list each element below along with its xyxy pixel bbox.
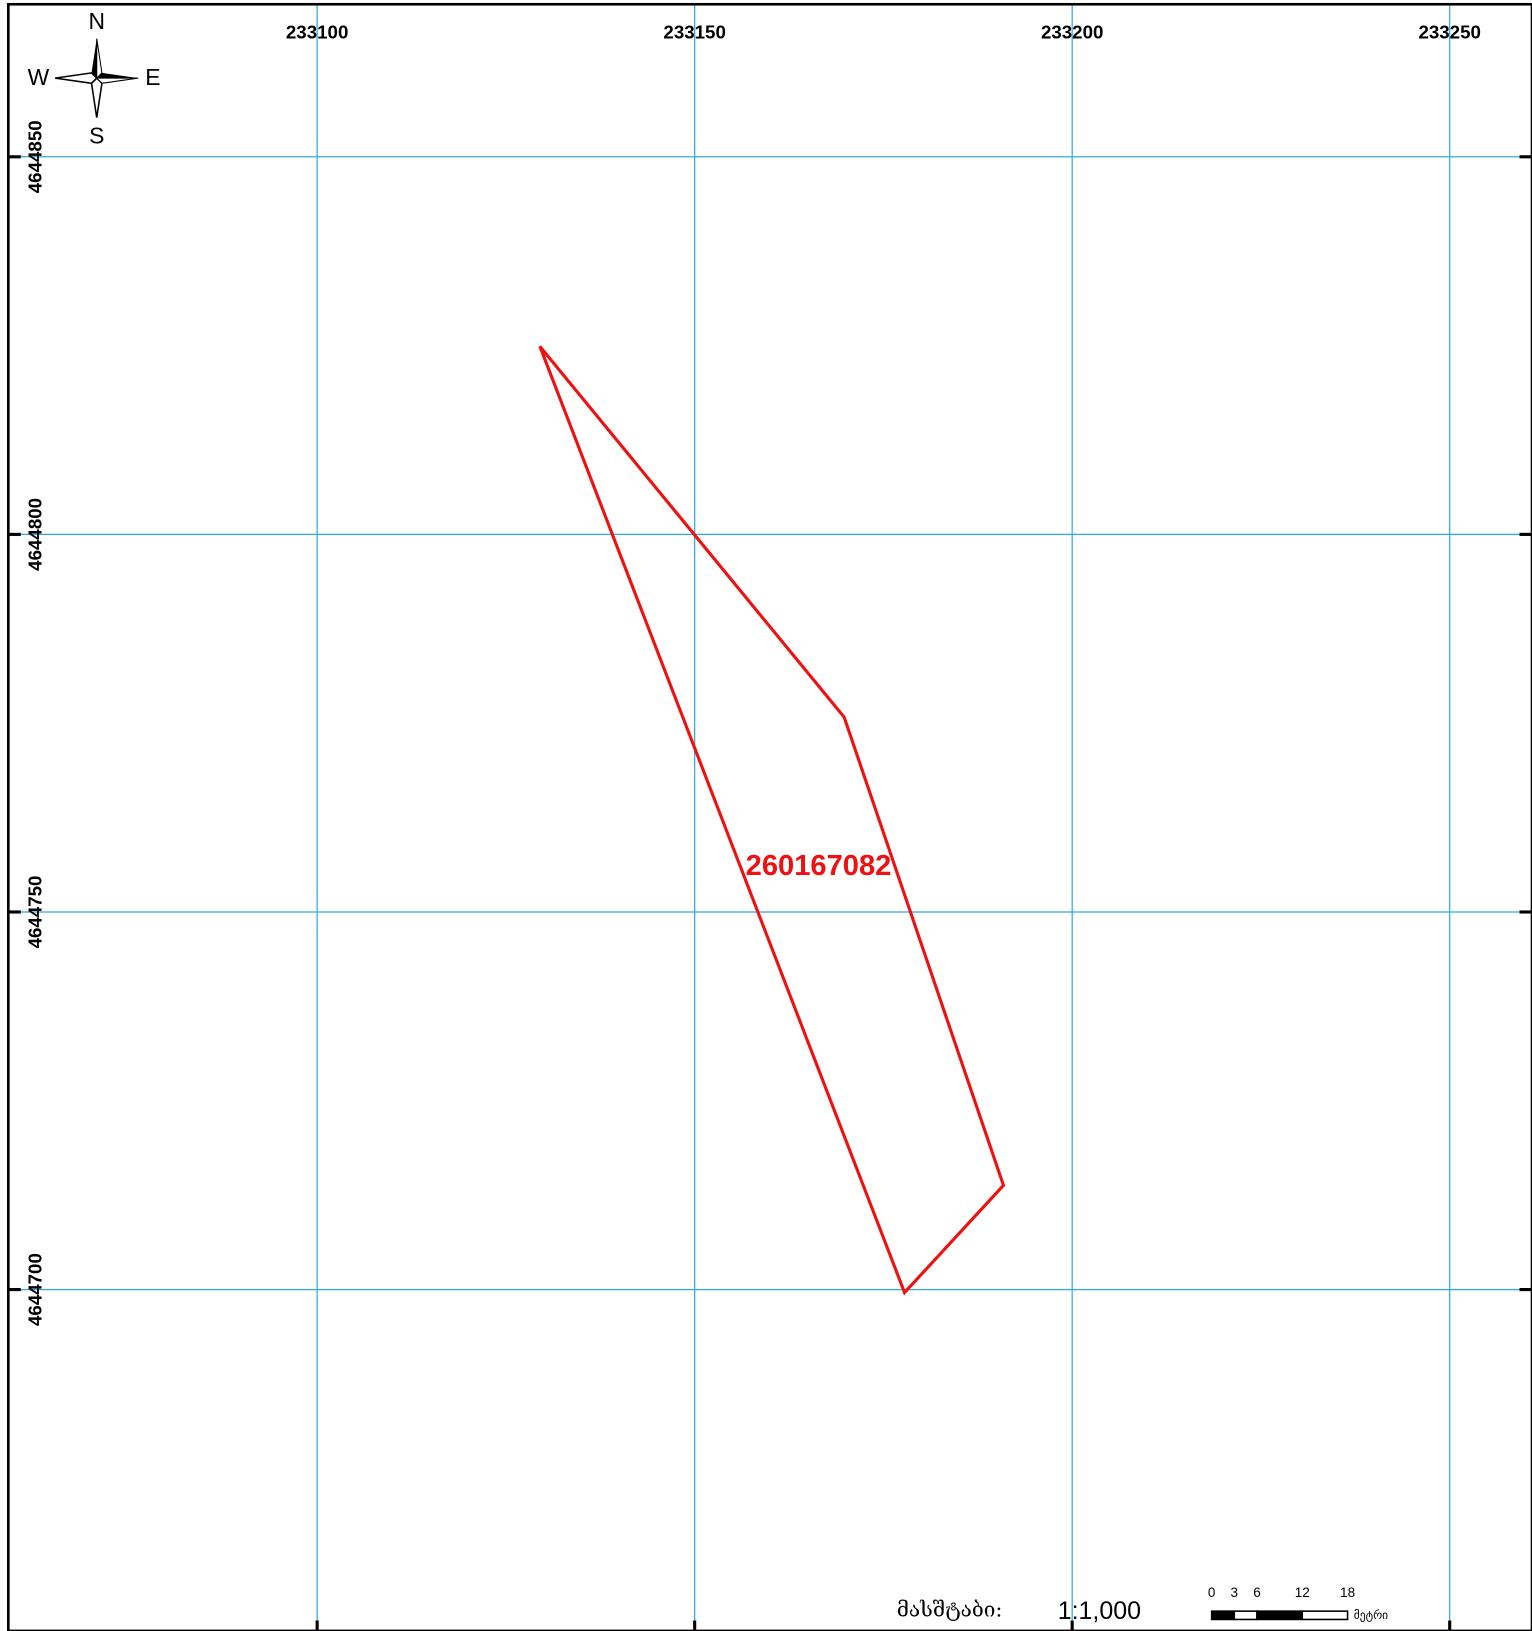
grid — [8, 4, 1532, 1631]
compass-w: W — [28, 64, 50, 90]
scale-unit: მეტრი — [1354, 1608, 1388, 1622]
compass-s: S — [89, 122, 104, 148]
parcel — [538, 345, 1006, 1296]
scale-tick-label: 12 — [1295, 1585, 1310, 1600]
scale-tick-label: 6 — [1253, 1585, 1261, 1600]
scale-segment — [1301, 1610, 1349, 1621]
scale-segment — [1256, 1610, 1304, 1621]
scale-label: მასშტაბი: — [897, 1598, 1003, 1622]
compass-n: N — [88, 8, 105, 34]
y-tick-label: 4644700 — [24, 1253, 45, 1326]
compass-e: E — [145, 64, 160, 90]
scale-segment — [1210, 1610, 1236, 1621]
parcel-label: 260167082 — [746, 850, 892, 882]
x-tick-label: 233150 — [663, 21, 725, 42]
y-tick-label: 4644800 — [24, 498, 45, 571]
map-frame — [7, 2, 1532, 1631]
scale-segment — [1233, 1610, 1258, 1621]
scale-tick-label: 18 — [1340, 1585, 1355, 1600]
x-tick-label: 233250 — [1418, 21, 1480, 42]
y-tick-label: 4644850 — [24, 120, 45, 193]
scale-bar: 0 3 6 12 18 მეტრი — [1208, 1585, 1388, 1622]
x-tick-label: 233100 — [286, 21, 348, 42]
scale-tick-label: 0 — [1208, 1585, 1216, 1600]
x-tick-label: 233200 — [1041, 21, 1103, 42]
scale-tick-label: 3 — [1231, 1585, 1239, 1600]
scale-ratio: 1:1,000 — [1058, 1597, 1141, 1625]
y-tick-label: 4644750 — [24, 876, 45, 949]
compass-rose: N W E S — [28, 8, 161, 148]
